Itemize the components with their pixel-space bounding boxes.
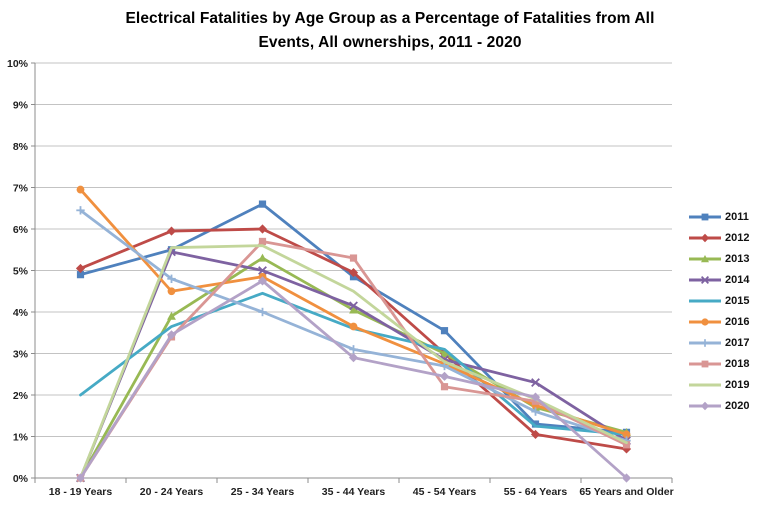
legend-key-icon — [689, 254, 721, 262]
legend-marker-square-icon — [701, 360, 709, 367]
series-2016-circle-icon — [622, 430, 631, 439]
y-tick-label: 5% — [13, 265, 29, 277]
legend-label: 2014 — [725, 273, 750, 286]
series-2012-diamond-icon — [166, 226, 177, 236]
y-tick-label: 0% — [13, 473, 29, 485]
y-tick-label: 3% — [13, 348, 29, 360]
legend-item-2017: 2017 — [688, 332, 749, 353]
chart-title-line2: Events, All ownerships, 2011 - 2020 — [258, 34, 522, 52]
series-2016-circle-icon — [349, 322, 358, 331]
legend-label: 2013 — [725, 252, 750, 265]
series-2018-square-icon — [349, 254, 358, 262]
y-tick-label: 2% — [13, 390, 29, 402]
x-axis-label: 45 - 54 Years — [413, 486, 477, 498]
legend-label: 2011 — [725, 210, 749, 223]
legend-key-icon — [689, 275, 721, 284]
y-tick-label: 6% — [13, 224, 29, 236]
series-2020-diamond-icon — [621, 473, 632, 483]
legend-item-2016: 2016 — [688, 311, 749, 332]
legend-marker-square-icon — [701, 213, 709, 220]
series-2013-triangle-icon — [440, 349, 449, 358]
legend: 2011 2012 2013 2014 2015 2016 2017 2018 2019 2020 — [688, 206, 749, 416]
legend-label: 2017 — [725, 336, 750, 349]
series-2020-diamond-icon — [348, 353, 359, 363]
legend-key-icon — [689, 299, 721, 302]
legend-item-2014: 2014 — [688, 269, 749, 290]
series-2012-diamond-icon — [621, 444, 632, 454]
x-axis-label: 55 - 64 Years — [504, 486, 568, 498]
series-2020-diamond-icon — [530, 392, 541, 402]
series-2012-diamond-icon — [257, 224, 268, 234]
legend-label: 2016 — [725, 315, 750, 328]
series-2018-square-icon — [622, 441, 631, 449]
legend-marker-x-icon — [700, 275, 710, 284]
legend-marker-triangle-icon — [701, 254, 709, 262]
series-2016-circle-icon — [167, 287, 176, 296]
series-2018-square-icon — [440, 383, 449, 391]
series-2013-triangle-icon — [258, 253, 267, 262]
series-2020-diamond-icon — [75, 473, 86, 483]
series-2011-square-icon — [440, 327, 449, 335]
legend-key-icon — [689, 317, 721, 326]
legend-item-2011: 2011 — [688, 206, 749, 227]
legend-key-icon — [689, 383, 721, 386]
series-2020-diamond-icon — [257, 276, 268, 286]
y-tick-label: 4% — [13, 307, 29, 319]
chart-title: Electrical Fatalities by Age Group as a … — [0, 7, 780, 55]
series-2014-x-icon — [258, 266, 267, 275]
series-2013-triangle-icon — [167, 311, 176, 320]
legend-item-2012: 2012 — [688, 227, 749, 248]
series-2011-square-icon — [76, 271, 85, 279]
legend-key-icon — [689, 338, 721, 347]
legend-key-icon — [689, 233, 721, 242]
legend-key-icon — [689, 401, 721, 410]
legend-marker-diamond-icon — [700, 233, 710, 242]
y-tick-label: 1% — [13, 431, 29, 443]
x-axis-label: 20 - 24 Years — [140, 486, 204, 498]
y-tick-label: 7% — [13, 182, 29, 194]
legend-label: 2020 — [725, 399, 750, 412]
series-2018-square-icon — [258, 237, 267, 246]
x-axis-label: 25 - 34 Years — [231, 486, 295, 498]
legend-label: 2018 — [725, 357, 750, 370]
series-2014-x-icon — [531, 378, 540, 387]
legend-key-icon — [689, 360, 721, 367]
series-2020-diamond-icon — [439, 371, 450, 381]
legend-marker-diamond-icon — [700, 401, 710, 410]
legend-item-2015: 2015 — [688, 290, 749, 311]
legend-marker-circle-icon — [701, 317, 709, 326]
series-2013-triangle-icon — [349, 305, 358, 314]
series-2020-diamond-icon — [166, 330, 177, 340]
legend-item-2018: 2018 — [688, 353, 749, 374]
series-2012-diamond-icon — [530, 429, 541, 440]
x-axis-label: 18 - 19 Years — [49, 486, 113, 498]
legend-label: 2015 — [725, 294, 750, 307]
series-2016-circle-icon — [76, 185, 85, 194]
y-tick-label: 10% — [7, 58, 29, 70]
series-2012-diamond-icon — [75, 263, 86, 274]
series-line-2011 — [79, 202, 628, 434]
series-2014-x-icon — [349, 301, 358, 311]
series-2011-square-icon — [531, 420, 540, 428]
legend-item-2013: 2013 — [688, 248, 749, 269]
series-2012-diamond-icon — [348, 267, 359, 278]
chart-title-line1: Electrical Fatalities by Age Group as a … — [125, 10, 655, 27]
series-line-2014 — [79, 250, 628, 480]
legend-key-icon — [689, 213, 721, 220]
legend-item-2019: 2019 — [688, 374, 749, 395]
x-axis-label: 35 - 44 Years — [322, 486, 386, 498]
legend-item-2020: 2020 — [688, 395, 749, 416]
legend-label: 2019 — [725, 378, 750, 391]
series-2011-square-icon — [258, 200, 267, 208]
y-tick-label: 9% — [13, 99, 29, 111]
y-tick-label: 8% — [13, 141, 29, 153]
legend-label: 2012 — [725, 231, 750, 244]
x-axis-label: 65 Years and Older — [579, 486, 673, 498]
